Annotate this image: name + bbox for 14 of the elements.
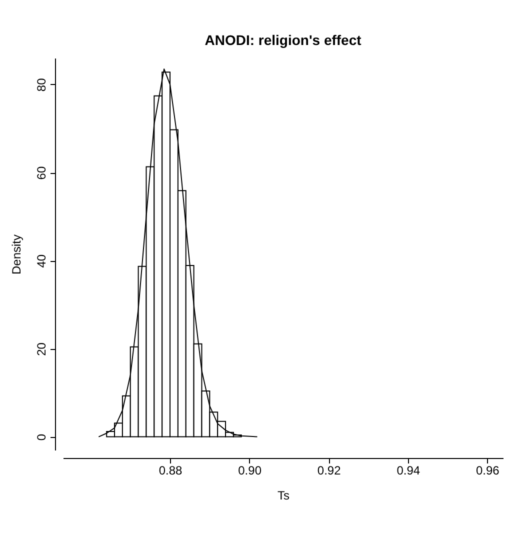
x-tick-label: 0.90 [238, 464, 262, 478]
y-axis-title: Density [10, 234, 24, 275]
chart-title: ANODI: religion's effect [204, 32, 362, 48]
x-tick-label: 0.94 [396, 464, 420, 478]
x-axis-title: Ts [278, 488, 290, 502]
line-series [98, 68, 258, 438]
x-tick-label: 0.96 [476, 464, 500, 478]
y-tick-label: 80 [34, 78, 48, 92]
x-tick-label: 0.92 [317, 464, 342, 478]
y-tick-label: 40 [34, 254, 48, 268]
y-tick-label: 20 [34, 342, 48, 356]
y-tick-label: 0 [34, 434, 48, 441]
x-tick-label: 0.88 [158, 464, 183, 478]
y-tick-label: 60 [34, 166, 48, 180]
